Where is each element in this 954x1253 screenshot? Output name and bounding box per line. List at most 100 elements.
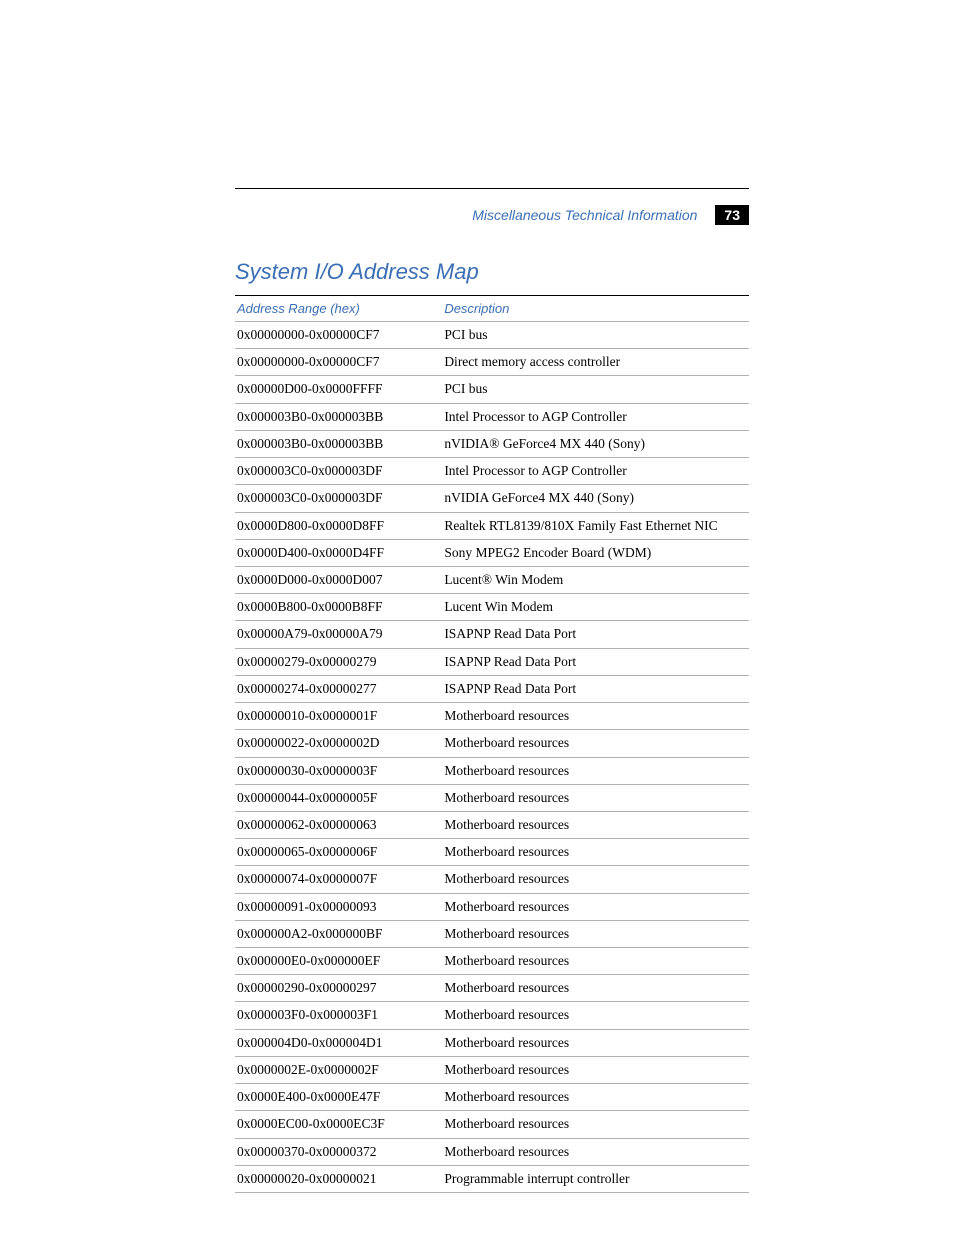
table-row: 0x000004D0-0x000004D1Motherboard resourc… bbox=[235, 1029, 749, 1056]
page-container: Miscellaneous Technical Information 73 S… bbox=[0, 0, 954, 1253]
cell-description: Motherboard resources bbox=[430, 784, 749, 811]
cell-description: ISAPNP Read Data Port bbox=[430, 648, 749, 675]
table-row: 0x000003B0-0x000003BBnVIDIA® GeForce4 MX… bbox=[235, 430, 749, 457]
cell-address-range: 0x00000074-0x0000007F bbox=[235, 866, 430, 893]
cell-address-range: 0x000000E0-0x000000EF bbox=[235, 948, 430, 975]
cell-address-range: 0x000003F0-0x000003F1 bbox=[235, 1002, 430, 1029]
table-row: 0x00000A79-0x00000A79ISAPNP Read Data Po… bbox=[235, 621, 749, 648]
cell-description: Motherboard resources bbox=[430, 839, 749, 866]
cell-description: Motherboard resources bbox=[430, 1056, 749, 1083]
cell-description: Motherboard resources bbox=[430, 757, 749, 784]
cell-description: PCI bus bbox=[430, 322, 749, 349]
table-row: 0x0000D400-0x0000D4FFSony MPEG2 Encoder … bbox=[235, 539, 749, 566]
cell-address-range: 0x000003B0-0x000003BB bbox=[235, 430, 430, 457]
table-row: 0x0000002E-0x0000002FMotherboard resourc… bbox=[235, 1056, 749, 1083]
table-row: 0x0000E400-0x0000E47FMotherboard resourc… bbox=[235, 1084, 749, 1111]
cell-address-range: 0x00000010-0x0000001F bbox=[235, 703, 430, 730]
cell-address-range: 0x00000370-0x00000372 bbox=[235, 1138, 430, 1165]
table-row: 0x000003C0-0x000003DFnVIDIA GeForce4 MX … bbox=[235, 485, 749, 512]
table-row: 0x000003B0-0x000003BBIntel Processor to … bbox=[235, 403, 749, 430]
table-row: 0x00000065-0x0000006FMotherboard resourc… bbox=[235, 839, 749, 866]
page-header: Miscellaneous Technical Information 73 bbox=[235, 205, 749, 225]
cell-address-range: 0x00000274-0x00000277 bbox=[235, 675, 430, 702]
table-row: 0x00000010-0x0000001FMotherboard resourc… bbox=[235, 703, 749, 730]
cell-address-range: 0x00000000-0x00000CF7 bbox=[235, 349, 430, 376]
table-row: 0x00000274-0x00000277ISAPNP Read Data Po… bbox=[235, 675, 749, 702]
cell-address-range: 0x0000D000-0x0000D007 bbox=[235, 566, 430, 593]
cell-address-range: 0x00000044-0x0000005F bbox=[235, 784, 430, 811]
cell-address-range: 0x00000D00-0x0000FFFF bbox=[235, 376, 430, 403]
cell-address-range: 0x00000022-0x0000002D bbox=[235, 730, 430, 757]
cell-address-range: 0x0000002E-0x0000002F bbox=[235, 1056, 430, 1083]
cell-description: Motherboard resources bbox=[430, 920, 749, 947]
cell-address-range: 0x00000279-0x00000279 bbox=[235, 648, 430, 675]
cell-address-range: 0x00000062-0x00000063 bbox=[235, 811, 430, 838]
cell-description: Intel Processor to AGP Controller bbox=[430, 458, 749, 485]
cell-description: nVIDIA GeForce4 MX 440 (Sony) bbox=[430, 485, 749, 512]
table-row: 0x000000E0-0x000000EFMotherboard resourc… bbox=[235, 948, 749, 975]
cell-description: Motherboard resources bbox=[430, 703, 749, 730]
io-address-tbody: 0x00000000-0x00000CF7PCI bus0x00000000-0… bbox=[235, 322, 749, 1193]
table-row: 0x0000EC00-0x0000EC3FMotherboard resourc… bbox=[235, 1111, 749, 1138]
column-header-description: Description bbox=[430, 296, 749, 322]
table-row: 0x00000044-0x0000005FMotherboard resourc… bbox=[235, 784, 749, 811]
cell-description: Realtek RTL8139/810X Family Fast Etherne… bbox=[430, 512, 749, 539]
cell-description: Motherboard resources bbox=[430, 866, 749, 893]
cell-description: nVIDIA® GeForce4 MX 440 (Sony) bbox=[430, 430, 749, 457]
cell-description: Lucent Win Modem bbox=[430, 594, 749, 621]
cell-description: Motherboard resources bbox=[430, 1084, 749, 1111]
cell-address-range: 0x00000065-0x0000006F bbox=[235, 839, 430, 866]
cell-description: Motherboard resources bbox=[430, 893, 749, 920]
cell-address-range: 0x00000A79-0x00000A79 bbox=[235, 621, 430, 648]
table-row: 0x000003C0-0x000003DFIntel Processor to … bbox=[235, 458, 749, 485]
table-row: 0x00000370-0x00000372Motherboard resourc… bbox=[235, 1138, 749, 1165]
cell-address-range: 0x0000EC00-0x0000EC3F bbox=[235, 1111, 430, 1138]
page-number-badge: 73 bbox=[715, 205, 749, 225]
cell-address-range: 0x000003C0-0x000003DF bbox=[235, 485, 430, 512]
cell-address-range: 0x000003B0-0x000003BB bbox=[235, 403, 430, 430]
table-row: 0x00000030-0x0000003FMotherboard resourc… bbox=[235, 757, 749, 784]
table-header-row: Address Range (hex) Description bbox=[235, 296, 749, 322]
cell-description: Intel Processor to AGP Controller bbox=[430, 403, 749, 430]
table-row: 0x00000062-0x00000063Motherboard resourc… bbox=[235, 811, 749, 838]
table-row: 0x00000000-0x00000CF7Direct memory acces… bbox=[235, 349, 749, 376]
cell-address-range: 0x0000D400-0x0000D4FF bbox=[235, 539, 430, 566]
table-row: 0x00000000-0x00000CF7PCI bus bbox=[235, 322, 749, 349]
table-row: 0x00000D00-0x0000FFFFPCI bus bbox=[235, 376, 749, 403]
cell-address-range: 0x00000290-0x00000297 bbox=[235, 975, 430, 1002]
table-row: 0x00000290-0x00000297Motherboard resourc… bbox=[235, 975, 749, 1002]
cell-description: PCI bus bbox=[430, 376, 749, 403]
cell-description: Motherboard resources bbox=[430, 948, 749, 975]
cell-description: Motherboard resources bbox=[430, 1029, 749, 1056]
cell-description: ISAPNP Read Data Port bbox=[430, 621, 749, 648]
cell-description: Motherboard resources bbox=[430, 975, 749, 1002]
cell-description: ISAPNP Read Data Port bbox=[430, 675, 749, 702]
io-address-table: Address Range (hex) Description 0x000000… bbox=[235, 295, 749, 1193]
cell-description: Programmable interrupt controller bbox=[430, 1165, 749, 1192]
cell-address-range: 0x00000091-0x00000093 bbox=[235, 893, 430, 920]
table-row: 0x0000D000-0x0000D007Lucent® Win Modem bbox=[235, 566, 749, 593]
cell-address-range: 0x000003C0-0x000003DF bbox=[235, 458, 430, 485]
column-header-address: Address Range (hex) bbox=[235, 296, 430, 322]
cell-address-range: 0x000000A2-0x000000BF bbox=[235, 920, 430, 947]
header-rule bbox=[235, 188, 749, 189]
cell-address-range: 0x0000D800-0x0000D8FF bbox=[235, 512, 430, 539]
table-row: 0x000003F0-0x000003F1Motherboard resourc… bbox=[235, 1002, 749, 1029]
cell-description: Motherboard resources bbox=[430, 811, 749, 838]
header-title: Miscellaneous Technical Information bbox=[472, 207, 697, 223]
cell-description: Motherboard resources bbox=[430, 1111, 749, 1138]
cell-address-range: 0x00000020-0x00000021 bbox=[235, 1165, 430, 1192]
table-row: 0x0000B800-0x0000B8FFLucent Win Modem bbox=[235, 594, 749, 621]
cell-description: Sony MPEG2 Encoder Board (WDM) bbox=[430, 539, 749, 566]
cell-address-range: 0x00000000-0x00000CF7 bbox=[235, 322, 430, 349]
cell-description: Motherboard resources bbox=[430, 1002, 749, 1029]
cell-description: Motherboard resources bbox=[430, 1138, 749, 1165]
cell-address-range: 0x0000B800-0x0000B8FF bbox=[235, 594, 430, 621]
table-row: 0x00000022-0x0000002DMotherboard resourc… bbox=[235, 730, 749, 757]
table-row: 0x0000D800-0x0000D8FFRealtek RTL8139/810… bbox=[235, 512, 749, 539]
table-row: 0x00000091-0x00000093Motherboard resourc… bbox=[235, 893, 749, 920]
table-row: 0x00000020-0x00000021Programmable interr… bbox=[235, 1165, 749, 1192]
cell-address-range: 0x000004D0-0x000004D1 bbox=[235, 1029, 430, 1056]
cell-address-range: 0x0000E400-0x0000E47F bbox=[235, 1084, 430, 1111]
table-row: 0x00000279-0x00000279ISAPNP Read Data Po… bbox=[235, 648, 749, 675]
